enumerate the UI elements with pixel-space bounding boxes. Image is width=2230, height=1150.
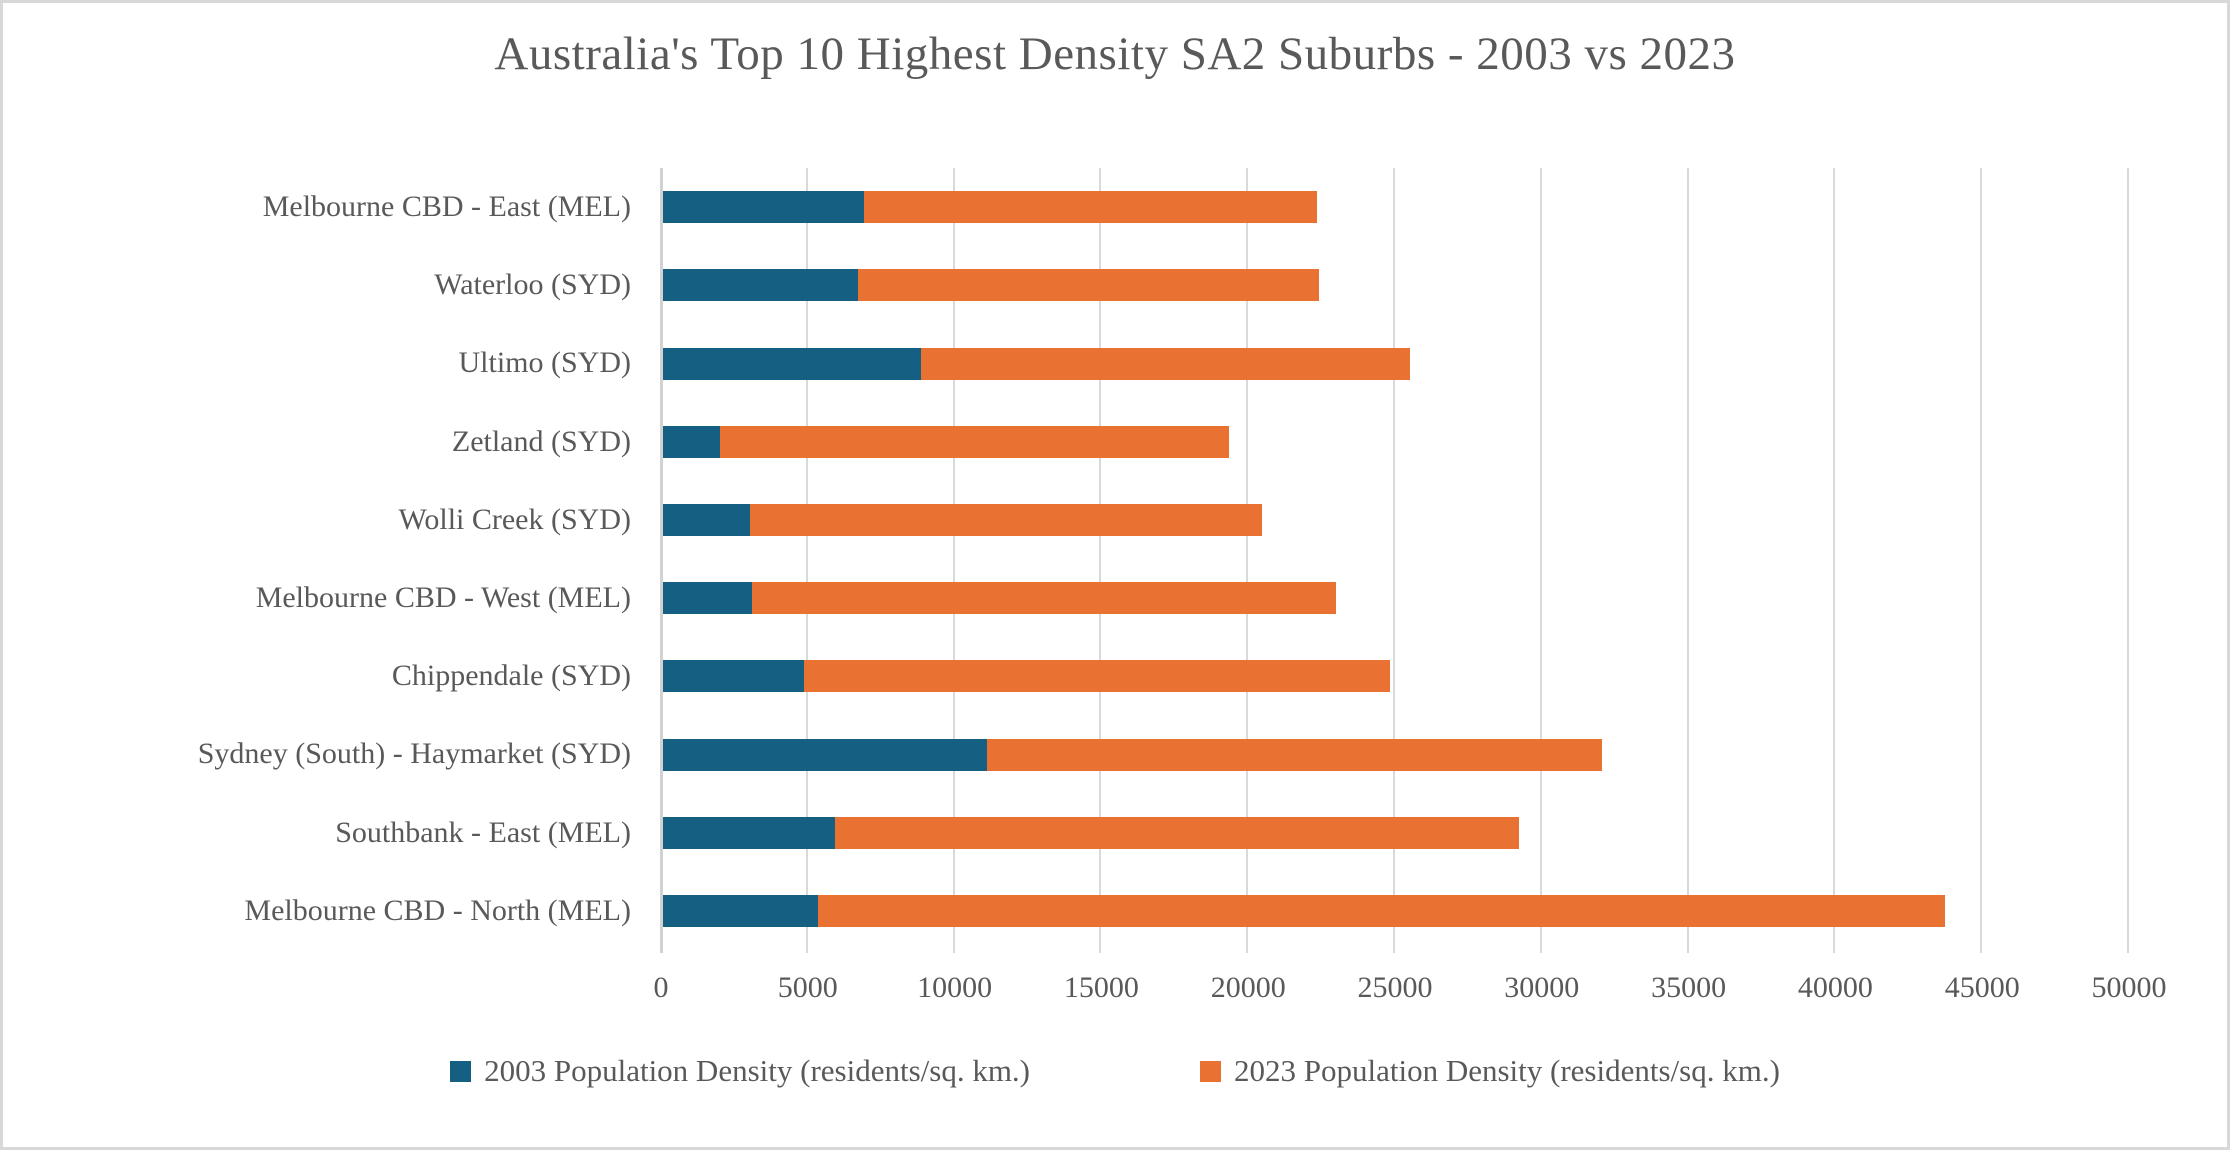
bar-row (663, 738, 1602, 771)
bar-row (663, 816, 1519, 849)
category-label: Melbourne CBD - West (MEL) (255, 581, 631, 615)
bar-row (663, 894, 1946, 927)
bar-row (663, 269, 1319, 302)
gridline (805, 168, 808, 953)
gridline (1686, 168, 1689, 953)
bar-row (663, 582, 1336, 615)
legend-item: 2023 Population Density (residents/sq. k… (1200, 1053, 1780, 1089)
legend-label: 2003 Population Density (residents/sq. k… (484, 1053, 1030, 1088)
x-axis-tick-label: 10000 (917, 971, 993, 1004)
bar-segment-2023 (835, 816, 1519, 849)
y-axis-line (660, 168, 663, 953)
legend-swatch-2003 (450, 1060, 472, 1082)
bar-segment-2003 (663, 503, 750, 536)
bar-segment-2003 (663, 894, 819, 927)
bar-segment-2023 (818, 894, 1946, 927)
x-axis-tick-label: 5000 (777, 971, 838, 1004)
gridline (1833, 168, 1836, 953)
category-label: Melbourne CBD - East (MEL) (262, 190, 631, 224)
legend-label: 2023 Population Density (residents/sq. k… (1234, 1053, 1780, 1088)
bar-row (663, 425, 1230, 458)
bar-segment-2003 (663, 191, 865, 224)
category-label: Ultimo (SYD) (458, 346, 632, 380)
x-axis-tick-label: 25000 (1357, 971, 1433, 1004)
bar-segment-2003 (663, 660, 804, 693)
x-axis-tick-labels: 0 5000 10000 15000 20000 25000 30000 35000 40000… (654, 971, 2167, 1015)
category-label: Wolli Creek (SYD) (398, 502, 631, 536)
x-axis-tick-label: 15000 (1063, 971, 1139, 1004)
bar-segment-2023 (749, 503, 1262, 536)
category-label: Zetland (SYD) (451, 424, 631, 458)
gridline (1980, 168, 1983, 953)
bar-segment-2023 (987, 738, 1602, 771)
plot-area (660, 168, 2131, 953)
bar-row (663, 347, 1411, 380)
category-axis-labels: Melbourne CBD - East (MEL) Waterloo (SYD)… (3, 168, 631, 953)
category-label: Waterloo (SYD) (434, 268, 631, 302)
bar-segment-2003 (663, 269, 858, 302)
bar-row (663, 660, 1390, 693)
legend-swatch-2023 (1200, 1060, 1221, 1082)
category-label: Chippendale (SYD) (391, 659, 631, 693)
chart-title: Australia's Top 10 Highest Density SA2 S… (494, 28, 1736, 80)
bar-segment-2023 (857, 269, 1319, 302)
gridline (1246, 168, 1249, 953)
x-axis-tick-label: 20000 (1210, 971, 1286, 1004)
gridline (952, 168, 955, 953)
x-axis-tick-label: 45000 (1944, 971, 2020, 1004)
gridline (1539, 168, 1542, 953)
bar-segment-2023 (803, 660, 1390, 693)
bar-segment-2003 (663, 347, 922, 380)
bar-row (663, 503, 1262, 536)
gridline (1393, 168, 1395, 953)
bar-segment-2003 (663, 816, 836, 849)
bar-segment-2003 (663, 425, 720, 458)
gridline (1099, 168, 1102, 953)
category-label: Sydney (South) - Haymarket (SYD) (197, 737, 631, 771)
x-axis-tick-label: 0 (653, 971, 669, 1004)
bar-row (663, 191, 1318, 224)
category-label: Southbank - East (MEL) (335, 815, 631, 849)
category-label: Melbourne CBD - North (MEL) (244, 893, 631, 927)
bar-segment-2023 (864, 191, 1318, 224)
gridline (2127, 168, 2129, 953)
bar-segment-2023 (751, 582, 1336, 615)
legend-item: 2003 Population Density (residents/sq. k… (450, 1053, 1030, 1089)
bar-segment-2003 (663, 738, 988, 771)
x-axis-tick-label: 35000 (1651, 971, 1727, 1004)
bar-segment-2003 (663, 582, 752, 615)
x-axis-tick-label: 40000 (1797, 971, 1873, 1004)
bar-segment-2023 (921, 347, 1411, 380)
legend: 2003 Population Density (residents/sq. k… (3, 1053, 2227, 1089)
bar-segment-2023 (719, 425, 1230, 458)
x-axis-tick-label: 30000 (1504, 971, 1580, 1004)
x-axis-tick-label: 50000 (2091, 971, 2167, 1004)
